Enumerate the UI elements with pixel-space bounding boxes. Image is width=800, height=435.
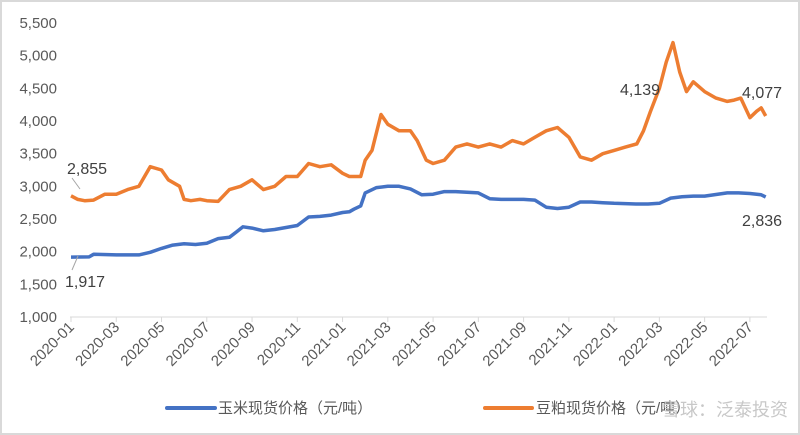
y-tick-label: 4,000 [19,113,57,130]
x-tick-label: 2020-07 [163,319,214,370]
x-tick-label: 2022-05 [661,319,712,370]
y-tick-label: 5,000 [19,48,57,65]
y-tick-label: 4,500 [19,80,57,97]
y-tick-label: 3,000 [19,178,57,195]
y-tick-label: 2,000 [19,244,57,261]
data-label: 2,855 [67,161,107,178]
x-tick-label: 2020-05 [117,319,168,370]
x-tick-label: 2021-01 [298,319,349,370]
x-tick-label: 2021-09 [479,319,530,370]
x-tick-label: 2020-09 [208,319,259,370]
x-tick-label: 2022-03 [615,319,666,370]
y-tick-label: 1,000 [19,309,57,326]
y-tick-label: 3,500 [19,146,57,163]
y-axis: 1,000 1,500 2,000 2,500 3,000 3,500 4,000 4,500… [19,15,57,326]
data-label: 4,077 [742,85,782,102]
y-tick-label: 2,500 [19,211,57,228]
legend-label-corn: 玉米现货价格（元/吨） [218,400,372,417]
data-label: 1,917 [65,274,105,291]
leader-line [71,177,81,190]
x-tick-label: 2021-05 [389,319,440,370]
y-tick-label: 5,500 [19,15,57,32]
data-label: 2,836 [742,213,782,230]
x-tick-label: 2020-03 [72,319,123,370]
annotations: 2,855 1,917 4,139 4,077 2,836 [65,82,782,291]
y-tick-label: 1,500 [19,276,57,293]
watermark: 雪球：泛泰投资 [662,400,788,420]
x-tick-label: 2021-07 [434,319,485,370]
x-tick-label: 2021-03 [344,319,395,370]
soymeal-price-line [70,40,768,204]
legend-label-soymeal: 豆粕现货价格（元/吨） [536,400,690,417]
x-tick-label: 2022-07 [706,319,757,370]
x-tick-label: 2020-11 [254,319,304,369]
corn-price-line [70,184,767,259]
leader-line [71,255,79,271]
x-axis: 2020-012020-032020-052020-072020-092020-… [27,317,757,370]
x-tick-label: 2021-11 [526,319,576,369]
data-label: 4,139 [620,82,660,99]
x-tick-label: 2022-01 [570,319,621,370]
series-lines [70,40,768,259]
legend: 玉米现货价格（元/吨） 豆粕现货价格（元/吨） [165,400,690,417]
x-tick-label: 2020-01 [27,319,78,370]
